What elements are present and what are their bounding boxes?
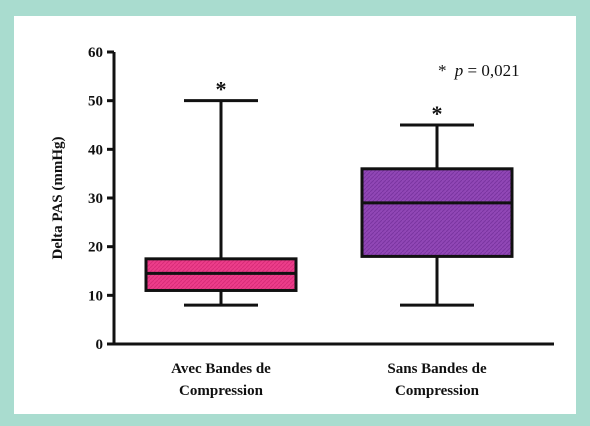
significance-marker: * (432, 101, 443, 126)
boxes: * Avec Bandes de Compression * Sans Bandes d… (144, 77, 514, 399)
annotation-value: = 0,021 (468, 61, 520, 80)
annotation-p-symbol: p (454, 61, 464, 80)
category-label-line2: Compression (395, 383, 480, 399)
p-value-annotation: * p = 0,021 (438, 61, 520, 80)
category-label-line2: Compression (179, 383, 264, 399)
y-tick-label: 60 (88, 45, 103, 61)
annotation-star: * (438, 61, 447, 80)
axes: 0 10 20 30 40 50 60 (88, 45, 554, 353)
chart-panel: Delta PAS (mmHg) * p = 0,021 0 10 20 30 40 50… (14, 16, 576, 414)
y-tick-label: 10 (88, 288, 103, 304)
category-label-line1: Avec Bandes de (171, 361, 271, 377)
boxplot-chart: Delta PAS (mmHg) * p = 0,021 0 10 20 30 40 50… (50, 45, 554, 399)
y-axis-title: Delta PAS (mmHg) (50, 136, 66, 259)
significance-marker: * (216, 77, 227, 102)
box-group: * Sans Bandes de Compression (360, 101, 514, 399)
y-tick-label: 0 (96, 337, 104, 353)
y-tick-label: 30 (88, 191, 103, 207)
y-tick-label: 40 (88, 142, 103, 158)
category-label-line1: Sans Bandes de (387, 361, 487, 377)
box-group: * Avec Bandes de Compression (144, 77, 298, 399)
y-tick-label: 20 (88, 240, 103, 256)
box-iqr (360, 167, 514, 258)
y-tick-label: 50 (88, 94, 103, 110)
